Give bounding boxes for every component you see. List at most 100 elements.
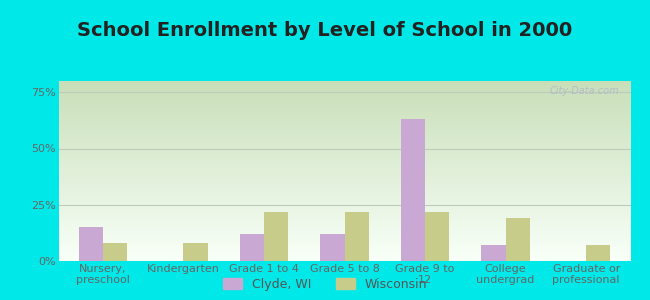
- Bar: [58, 218, 630, 220]
- Bar: [58, 81, 630, 83]
- Bar: [58, 225, 630, 227]
- Bar: [58, 243, 630, 245]
- Bar: [58, 101, 630, 103]
- Bar: [58, 236, 630, 238]
- Bar: [58, 211, 630, 212]
- Bar: [58, 95, 630, 97]
- Bar: [425, 212, 449, 261]
- Bar: [58, 250, 630, 252]
- Bar: [58, 97, 630, 99]
- Bar: [58, 189, 630, 191]
- Bar: [58, 234, 630, 236]
- Bar: [58, 212, 630, 214]
- Bar: [58, 232, 630, 234]
- Bar: [58, 169, 630, 171]
- Bar: [58, 137, 630, 139]
- Bar: [58, 103, 630, 104]
- Text: City-Data.com: City-Data.com: [549, 86, 619, 96]
- Bar: [264, 212, 288, 261]
- Bar: [58, 106, 630, 108]
- Bar: [58, 149, 630, 151]
- Bar: [506, 218, 530, 261]
- Bar: [58, 198, 630, 200]
- Bar: [58, 115, 630, 117]
- Bar: [58, 135, 630, 137]
- Bar: [58, 112, 630, 113]
- Bar: [58, 85, 630, 86]
- Bar: [58, 146, 630, 148]
- Bar: [58, 162, 630, 164]
- Bar: [58, 257, 630, 259]
- Bar: [58, 153, 630, 155]
- Bar: [58, 160, 630, 162]
- Bar: [58, 194, 630, 196]
- Bar: [58, 99, 630, 101]
- Bar: [58, 126, 630, 128]
- Bar: [58, 124, 630, 126]
- Bar: [103, 243, 127, 261]
- Bar: [58, 182, 630, 184]
- Bar: [58, 184, 630, 185]
- Bar: [320, 234, 344, 261]
- Bar: [58, 216, 630, 218]
- Bar: [58, 241, 630, 243]
- Bar: [58, 167, 630, 169]
- Bar: [58, 171, 630, 173]
- Bar: [240, 234, 264, 261]
- Bar: [58, 193, 630, 194]
- Bar: [58, 200, 630, 202]
- Bar: [58, 164, 630, 166]
- Bar: [58, 166, 630, 167]
- Bar: [58, 259, 630, 261]
- Bar: [58, 187, 630, 189]
- Text: School Enrollment by Level of School in 2000: School Enrollment by Level of School in …: [77, 21, 573, 40]
- Bar: [58, 203, 630, 205]
- Bar: [58, 245, 630, 247]
- Bar: [58, 227, 630, 229]
- Bar: [58, 128, 630, 130]
- Bar: [58, 131, 630, 133]
- Bar: [58, 104, 630, 106]
- Bar: [58, 205, 630, 207]
- Bar: [401, 119, 425, 261]
- Bar: [58, 214, 630, 216]
- Bar: [58, 247, 630, 248]
- Bar: [58, 185, 630, 187]
- Bar: [58, 88, 630, 90]
- Bar: [58, 117, 630, 119]
- Bar: [58, 202, 630, 203]
- Bar: [58, 178, 630, 180]
- Bar: [58, 119, 630, 121]
- Bar: [58, 229, 630, 230]
- Bar: [58, 94, 630, 95]
- Bar: [58, 90, 630, 92]
- Legend: Clyde, WI, Wisconsin: Clyde, WI, Wisconsin: [223, 278, 427, 291]
- Bar: [58, 130, 630, 131]
- Bar: [58, 133, 630, 135]
- Bar: [58, 142, 630, 144]
- Bar: [79, 227, 103, 261]
- Bar: [58, 122, 630, 124]
- Bar: [58, 196, 630, 198]
- Bar: [58, 110, 630, 112]
- Bar: [58, 248, 630, 250]
- Bar: [58, 113, 630, 115]
- Bar: [58, 207, 630, 209]
- Bar: [58, 238, 630, 239]
- Bar: [58, 239, 630, 241]
- Bar: [58, 223, 630, 225]
- Bar: [58, 139, 630, 140]
- Bar: [58, 221, 630, 223]
- Bar: [183, 243, 207, 261]
- Bar: [58, 175, 630, 176]
- Bar: [58, 254, 630, 256]
- Bar: [58, 173, 630, 175]
- Bar: [586, 245, 610, 261]
- Bar: [58, 157, 630, 158]
- Bar: [58, 151, 630, 153]
- Bar: [58, 83, 630, 85]
- Bar: [58, 209, 630, 211]
- Bar: [482, 245, 506, 261]
- Bar: [58, 86, 630, 88]
- Bar: [58, 191, 630, 193]
